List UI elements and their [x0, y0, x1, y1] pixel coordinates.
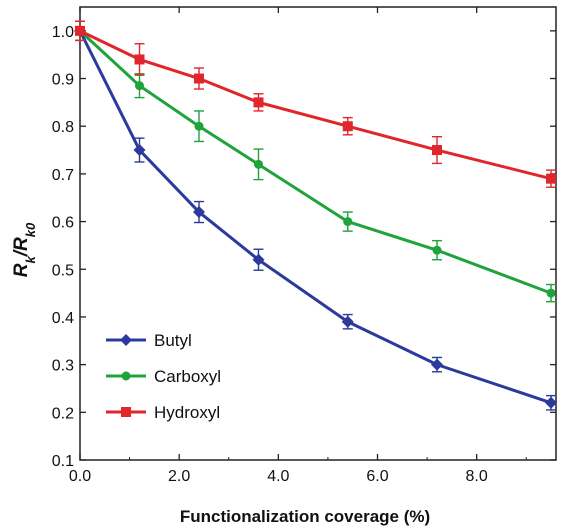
y-tick-label: 0.7 — [52, 167, 74, 184]
x-tick-label: 0.0 — [69, 468, 91, 485]
data-point-hydroxyl — [75, 25, 85, 36]
plot-area — [79, 6, 557, 461]
legend-marker-butyl — [120, 334, 132, 346]
y-axis: 0.1 0.2 0.3 0.4 0.5 0.6 0.7 0.8 0.9 1.0 — [52, 24, 556, 470]
legend: Butyl Carboxyl Hydroxyl — [106, 331, 221, 422]
y-tick-label: 0.8 — [52, 119, 74, 136]
y-axis-label-sub1: k — [23, 255, 38, 263]
y-tick-label: 0.4 — [52, 310, 74, 327]
legend-item-carboxyl: Carboxyl — [106, 367, 221, 386]
data-point-hydroxyl — [342, 121, 353, 132]
legend-item-butyl: Butyl — [106, 331, 192, 350]
data-point-hydroxyl — [253, 97, 264, 108]
data-point-hydroxyl — [134, 54, 145, 65]
x-tick-label: 6.0 — [366, 468, 388, 485]
y-tick-label: 1.0 — [52, 24, 74, 41]
data-point-butyl — [252, 253, 265, 266]
data-point-butyl — [193, 206, 205, 219]
data-point-carboxyl — [343, 217, 353, 227]
y-tick-label: 0.2 — [52, 405, 74, 422]
data-point-butyl — [545, 396, 558, 409]
legend-label-carboxyl: Carboxyl — [154, 367, 221, 386]
series-line-butyl — [78, 30, 552, 405]
data-point-carboxyl — [432, 245, 442, 255]
data-point-carboxyl — [135, 81, 144, 91]
legend-marker-hydroxyl — [121, 407, 131, 417]
series-layer — [74, 20, 558, 411]
legend-marker-carboxyl — [121, 371, 131, 381]
series-butyl — [74, 20, 558, 411]
data-point-butyl — [341, 315, 354, 328]
legend-item-hydroxyl: Hydroxyl — [106, 403, 220, 422]
data-point-butyl — [133, 144, 146, 157]
y-tick-label: 0.9 — [52, 72, 74, 89]
data-point-carboxyl — [546, 288, 556, 298]
data-point-hydroxyl — [194, 73, 204, 84]
data-point-carboxyl — [254, 159, 263, 169]
x-axis-label: Functionalization coverage (%) — [180, 507, 430, 526]
data-point-hydroxyl — [546, 173, 557, 184]
x-tick-label: 2.0 — [168, 468, 190, 485]
legend-label-hydroxyl: Hydroxyl — [154, 403, 220, 422]
series-line-hydroxyl — [79, 29, 552, 181]
y-axis-label-main: R — [11, 263, 32, 277]
series-hydroxyl — [75, 20, 557, 188]
y-axis-label-slash: /R — [11, 237, 32, 257]
x-axis: 0.0 2.0 4.0 6.0 8.0 — [69, 7, 527, 485]
y-tick-label: 0.5 — [52, 262, 74, 279]
data-point-carboxyl — [194, 121, 204, 131]
x-tick-label: 4.0 — [267, 468, 289, 485]
y-tick-label: 0.6 — [52, 215, 74, 232]
y-tick-label: 0.3 — [52, 358, 74, 375]
data-point-butyl — [431, 358, 443, 371]
legend-label-butyl: Butyl — [154, 331, 192, 350]
data-point-hydroxyl — [432, 145, 442, 156]
y-tick-label: 0.1 — [52, 453, 74, 470]
y-axis-label-sub2: k0 — [23, 222, 38, 237]
plot-frame — [79, 6, 557, 461]
y-axis-label: Rk/Rk0 — [11, 222, 38, 277]
x-tick-label: 8.0 — [466, 468, 488, 485]
